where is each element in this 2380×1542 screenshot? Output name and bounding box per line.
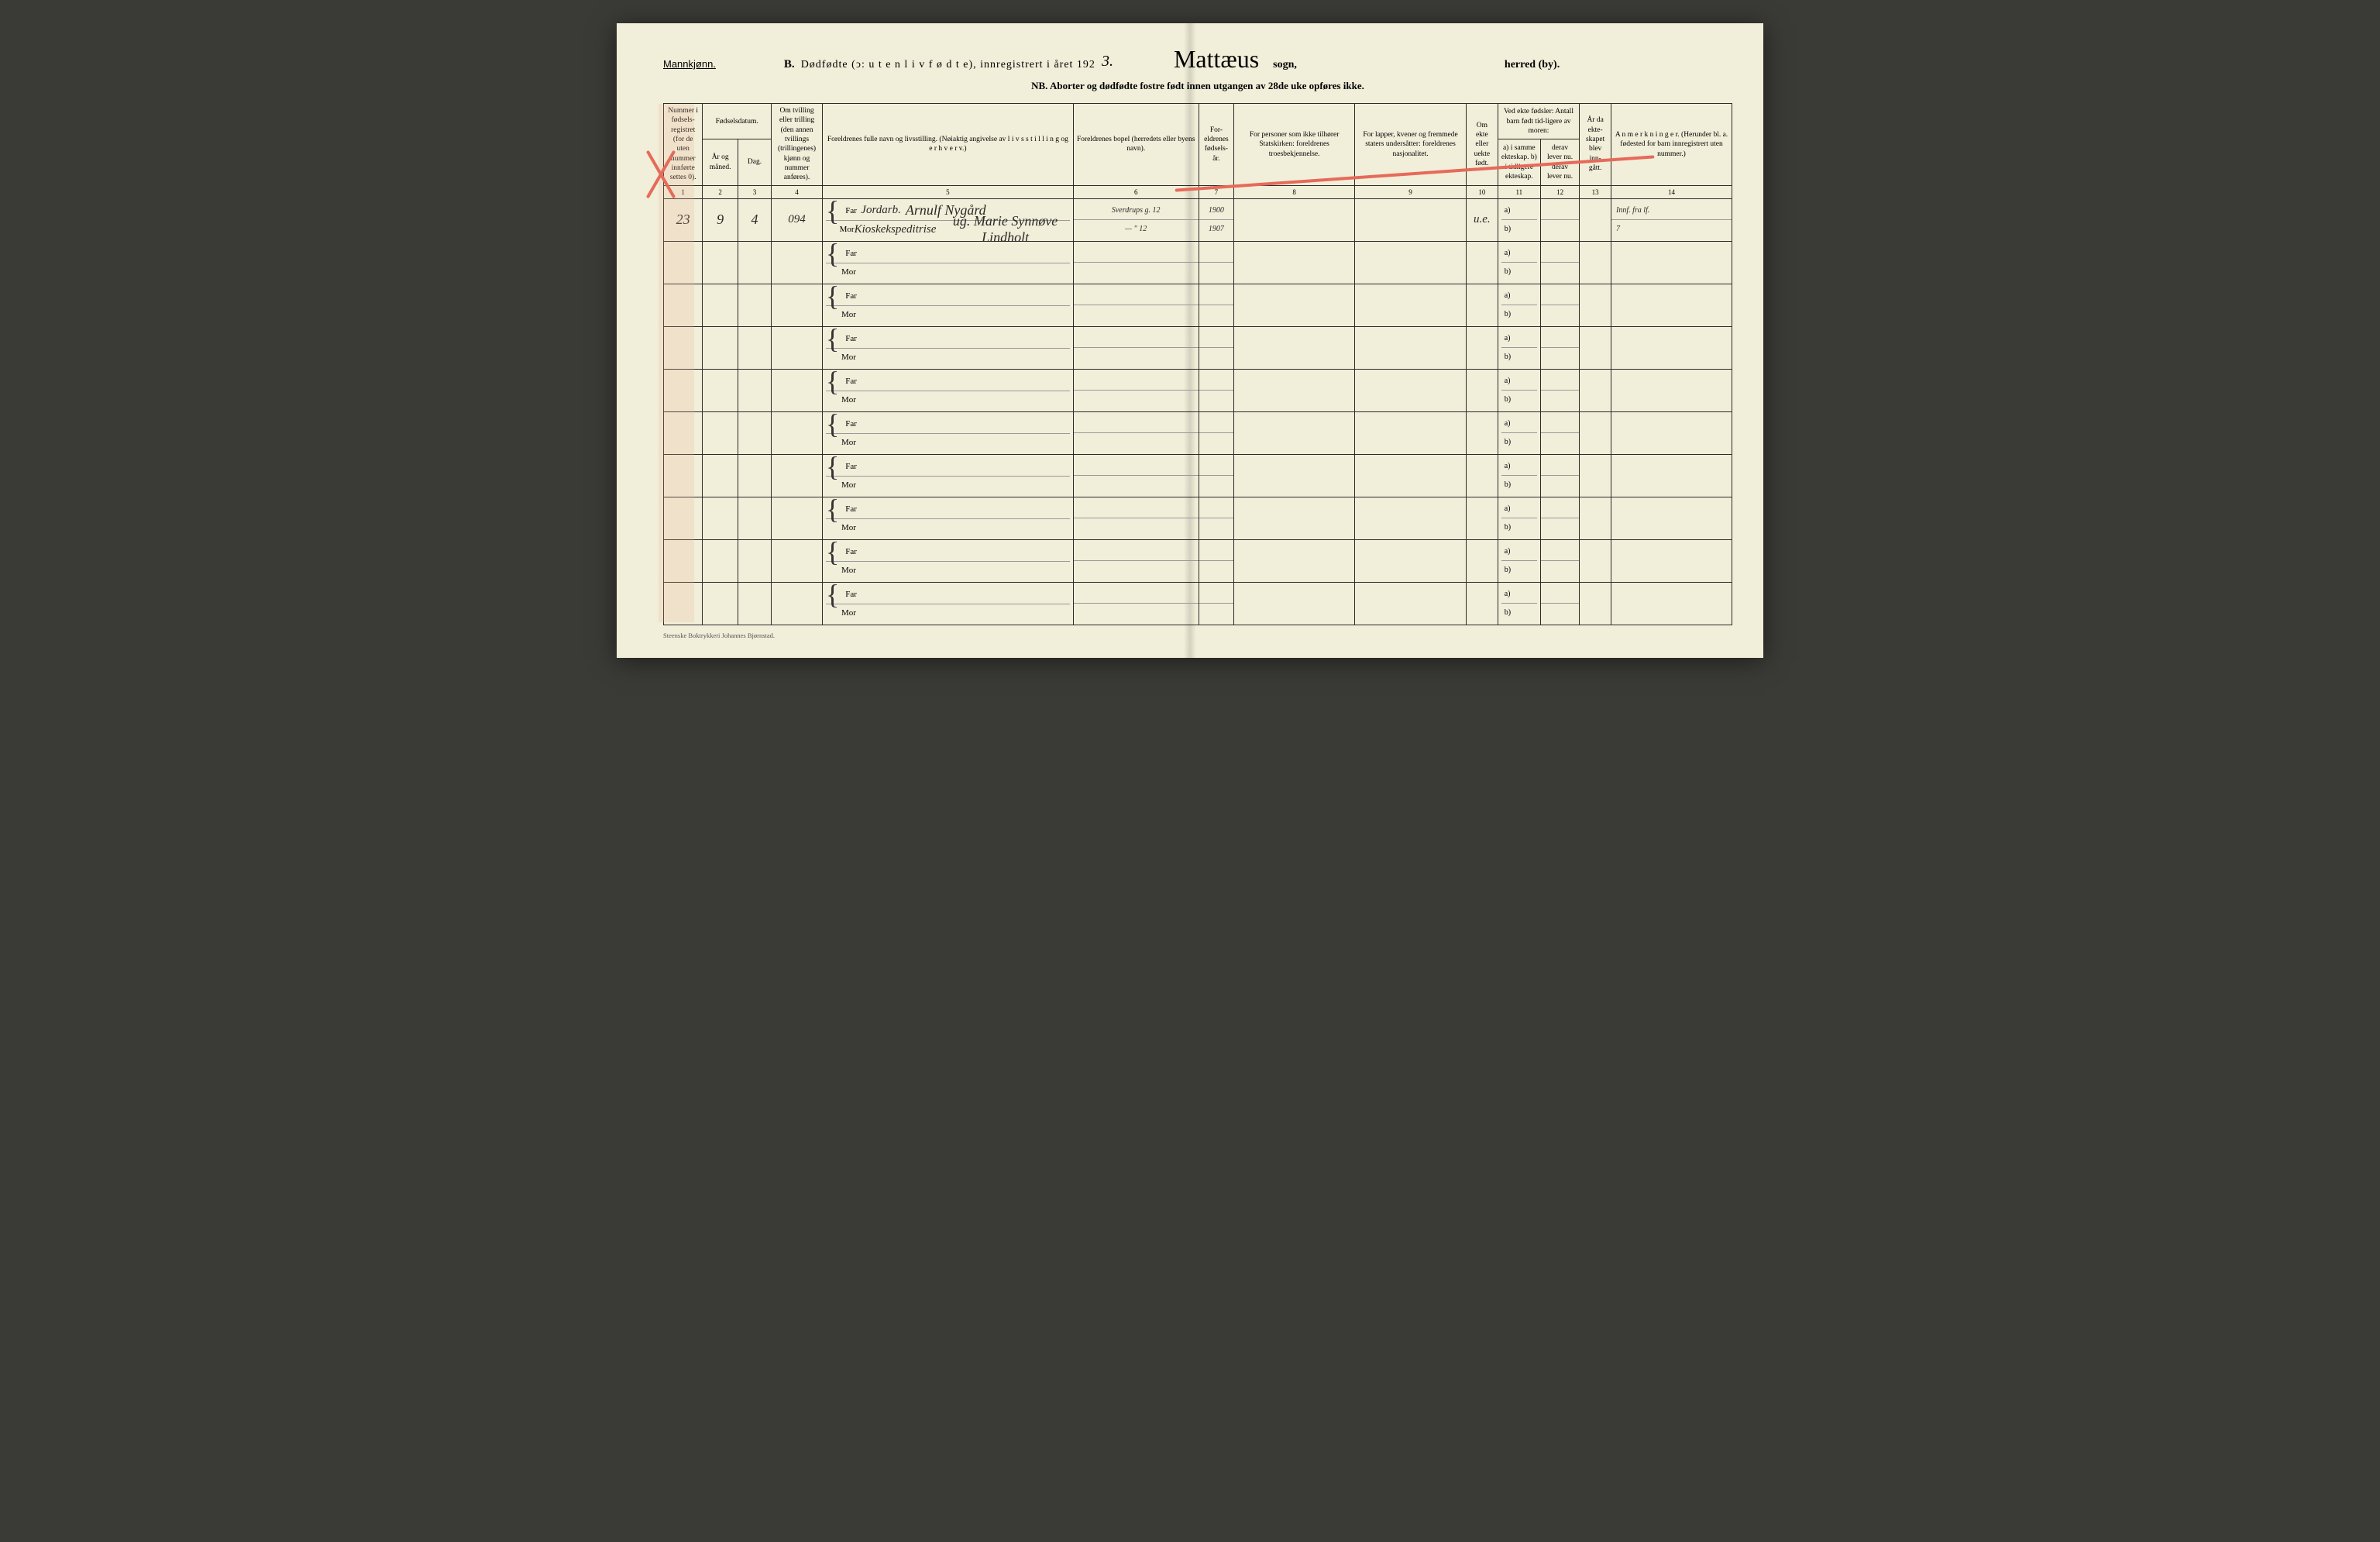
empty-row: {FarMora)b): [664, 284, 1732, 326]
table-body: 23 9 4 094 { Far Jordarb. Arnulf Nygård …: [664, 198, 1732, 625]
parish-handwritten: Mattæus: [1166, 45, 1267, 74]
column-number-row: 1 2 3 4 5 6 7 8 9 10 11 12 13 14: [664, 185, 1732, 198]
colnum: 12: [1540, 185, 1579, 198]
colnum: 4: [772, 185, 823, 198]
entry-number: 23: [664, 198, 703, 241]
far-occupation: Jordarb.: [861, 204, 901, 217]
remark-text: Innf. fra lf.: [1611, 201, 1732, 220]
col-header-1: Nummer i fødsels-registret (for de uten …: [664, 104, 703, 186]
col-header-10: Om ekte eller uekte født.: [1466, 104, 1498, 186]
col-header-8: For personer som ikke tilhører Statskirk…: [1234, 104, 1355, 186]
entry-residence: Sverdrups g. 12 — " 12: [1073, 198, 1199, 241]
empty-row: {FarMora)b): [664, 411, 1732, 454]
colnum: 3: [738, 185, 771, 198]
col-header-2: År og måned.: [703, 139, 738, 185]
far-birthyear: 1900: [1199, 201, 1234, 220]
col-header-9: For lapper, kvener og fremmede staters u…: [1355, 104, 1467, 186]
entry-col11: a) b): [1498, 198, 1540, 241]
col-header-11-group: Ved ekte fødsler: Antall barn født tid-l…: [1498, 104, 1580, 139]
mor-birthyear: 1907: [1199, 220, 1234, 239]
ledger-page: Mannkjønn. B. Dødfødte (ↄ: u t e n l i v…: [617, 23, 1763, 658]
entry-remarks: Innf. fra lf. 7: [1611, 198, 1732, 241]
empty-row: {FarMora)b): [664, 241, 1732, 284]
residence-far: Sverdrups g. 12: [1074, 201, 1199, 220]
herred-label: herred (by).: [1505, 59, 1560, 71]
gender-label: Mannkjønn.: [663, 58, 716, 70]
col-header-5: Foreldrenes fulle navn og livsstilling. …: [823, 104, 1074, 186]
colnum: 7: [1199, 185, 1234, 198]
colnum: 9: [1355, 185, 1467, 198]
colnum: 5: [823, 185, 1074, 198]
col-header-4: Om tvilling eller trilling (den annen tv…: [772, 104, 823, 186]
colnum: 2: [703, 185, 738, 198]
ledger-table: Nummer i fødsels-registret (for de uten …: [663, 103, 1732, 625]
residence-mor: — " 12: [1074, 220, 1199, 239]
entry-religion: [1234, 198, 1355, 241]
entry-birthyears: 1900 1907: [1199, 198, 1234, 241]
mor-occupation: Kioskekspeditrise: [855, 223, 937, 236]
empty-row: {FarMora)b): [664, 539, 1732, 582]
col-header-6: Foreldrenes bopel (herredets eller byens…: [1073, 104, 1199, 186]
col-header-12: derav lever nu. derav lever nu.: [1540, 139, 1579, 185]
empty-row: {FarMora)b): [664, 326, 1732, 369]
colnum: 6: [1073, 185, 1199, 198]
nb-instruction: NB. Aborter og dødfødte fostre født inne…: [663, 80, 1732, 92]
colnum: 10: [1466, 185, 1498, 198]
empty-row: {FarMora)b): [664, 582, 1732, 625]
empty-row: {FarMora)b): [664, 497, 1732, 539]
entry-marriage-year: [1580, 198, 1611, 241]
section-letter: B.: [784, 58, 795, 71]
colnum: 13: [1580, 185, 1611, 198]
sogn-label: sogn,: [1273, 59, 1297, 71]
col-header-11: a) i samme ekteskap. b) i tidligere ekte…: [1498, 139, 1540, 185]
col-header-13: År da ekte-skapet blev inn-gått.: [1580, 104, 1611, 186]
entry-parents: { Far Jordarb. Arnulf Nygård Mor Kioskek…: [823, 198, 1074, 241]
form-title: Dødfødte (ↄ: u t e n l i v f ø d t e), i…: [801, 59, 1095, 71]
ab-b: b): [1501, 220, 1537, 239]
col-header-7: For-eldrenes fødsels-år.: [1199, 104, 1234, 186]
entry-ekte: u.e.: [1466, 198, 1498, 241]
table-header: Nummer i fødsels-registret (for de uten …: [664, 104, 1732, 199]
empty-row: {FarMora)b): [664, 454, 1732, 497]
col-header-2-group: Fødselsdatum.: [703, 104, 772, 139]
colnum: 8: [1234, 185, 1355, 198]
entry-col12: [1540, 198, 1579, 241]
entry-nationality: [1355, 198, 1467, 241]
printer-footer: Steenske Boktrykkeri Johannes Bjørnstad.: [663, 632, 1732, 639]
colnum: 14: [1611, 185, 1732, 198]
header-line-1: Mannkjønn. B. Dødfødte (ↄ: u t e n l i v…: [663, 45, 1732, 74]
ab-a: a): [1501, 201, 1537, 220]
col-header-3: Dag.: [738, 139, 771, 185]
mor-label: Mor: [835, 225, 855, 234]
empty-row: {FarMora)b): [664, 369, 1732, 411]
far-label: Far: [841, 206, 861, 215]
entry-twin: 094: [772, 198, 823, 241]
year-handwritten: 3.: [1102, 53, 1113, 71]
entry-day: 4: [738, 198, 771, 241]
entry-year-month: 9: [703, 198, 738, 241]
remark-num: 7: [1611, 220, 1732, 239]
colnum: 1: [664, 185, 703, 198]
colnum: 11: [1498, 185, 1540, 198]
entry-row: 23 9 4 094 { Far Jordarb. Arnulf Nygård …: [664, 198, 1732, 241]
col-header-14: A n m e r k n i n g e r. (Herunder bl. a…: [1611, 104, 1732, 186]
